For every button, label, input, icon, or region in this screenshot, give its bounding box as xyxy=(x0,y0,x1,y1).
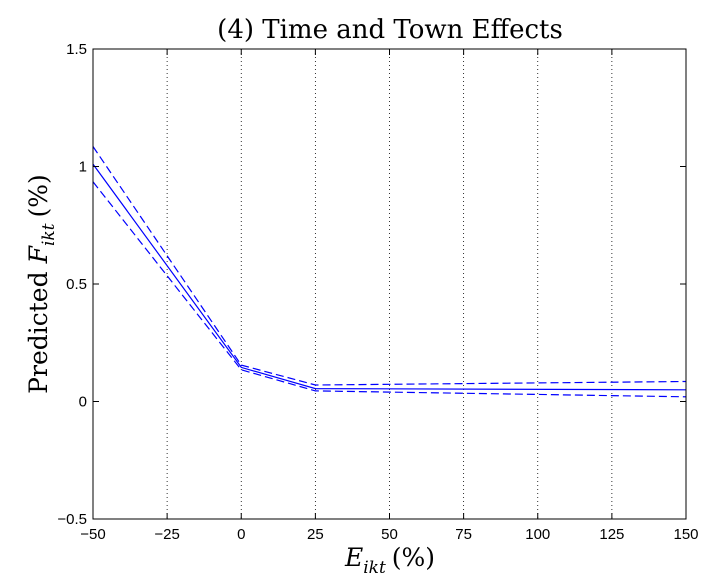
grid-lines xyxy=(166,49,613,519)
x-axis-label-variable: E xyxy=(344,543,363,572)
y-tick-label: 0.5 xyxy=(66,276,87,293)
y-axis-label-prefix: Predicted xyxy=(24,271,53,393)
y-tick-label: 0 xyxy=(79,394,87,411)
x-tick-label: −25 xyxy=(154,526,179,543)
y-tick-label: 1.5 xyxy=(66,41,87,58)
x-axis-label-subscript: ikt xyxy=(363,558,386,577)
x-tick-label: 25 xyxy=(307,526,324,543)
axis-ticks: −50 −25 0 25 50 75 100 125 150 −0.5 0 0.5 1 1.5 xyxy=(57,41,698,543)
y-tick-label: 1 xyxy=(79,159,87,176)
x-axis-label: Eikt (%) xyxy=(344,543,435,577)
confidence-band-line-2 xyxy=(92,181,687,398)
x-tick-label: 50 xyxy=(381,526,398,543)
y-tick-label: −0.5 xyxy=(57,511,87,528)
x-tick-label: 125 xyxy=(599,526,624,543)
x-tick-label: −50 xyxy=(80,526,105,543)
y-axis-label-subscript: ikt xyxy=(39,223,59,246)
x-tick-label: 0 xyxy=(237,526,245,543)
x-axis-label-unit: (%) xyxy=(392,543,435,572)
x-tick-label: 75 xyxy=(455,526,472,543)
point-estimate-line xyxy=(92,163,687,391)
plot-area-frame xyxy=(92,48,687,520)
confidence-band-line-1 xyxy=(92,146,687,386)
y-axis-label: Predicted Fikt (%) xyxy=(24,174,59,394)
y-axis-label-variable: F xyxy=(24,244,53,264)
series-lines xyxy=(92,146,687,398)
x-tick-label: 100 xyxy=(525,526,550,543)
x-tick-label: 150 xyxy=(673,526,698,543)
y-axis-label-unit: (%) xyxy=(24,174,53,217)
chart-title: (4) Time and Town Effects xyxy=(217,15,563,45)
